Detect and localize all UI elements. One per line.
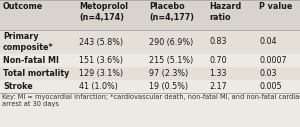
Bar bbox=[0, 93, 300, 127]
Text: Primary
composite*: Primary composite* bbox=[3, 32, 54, 52]
Text: 97 (2.3%): 97 (2.3%) bbox=[149, 69, 188, 78]
Text: 41 (1.0%): 41 (1.0%) bbox=[79, 82, 118, 91]
Text: 243 (5.8%): 243 (5.8%) bbox=[79, 37, 123, 46]
Text: 1.33: 1.33 bbox=[209, 69, 226, 78]
Text: 0.0007: 0.0007 bbox=[259, 56, 286, 65]
Text: 129 (3.1%): 129 (3.1%) bbox=[79, 69, 123, 78]
Text: Placebo
(n=4,177): Placebo (n=4,177) bbox=[149, 2, 194, 22]
Text: 151 (3.6%): 151 (3.6%) bbox=[79, 56, 123, 65]
Text: Total mortality: Total mortality bbox=[3, 69, 69, 78]
Text: 0.03: 0.03 bbox=[259, 69, 277, 78]
Text: 215 (5.1%): 215 (5.1%) bbox=[149, 56, 193, 65]
Text: 0.83: 0.83 bbox=[209, 37, 226, 46]
Text: Hazard
ratio: Hazard ratio bbox=[209, 2, 241, 22]
Bar bbox=[0, 67, 300, 80]
Text: Stroke: Stroke bbox=[3, 82, 33, 91]
Text: 0.70: 0.70 bbox=[209, 56, 226, 65]
Text: Metoprolol
(n=4,174): Metoprolol (n=4,174) bbox=[79, 2, 128, 22]
Text: 290 (6.9%): 290 (6.9%) bbox=[149, 37, 193, 46]
Bar bbox=[0, 0, 300, 30]
Text: 19 (0.5%): 19 (0.5%) bbox=[149, 82, 188, 91]
Text: P value: P value bbox=[259, 2, 292, 11]
Text: Non-fatal MI: Non-fatal MI bbox=[3, 56, 59, 65]
Bar bbox=[0, 30, 300, 54]
Bar bbox=[0, 80, 300, 93]
Text: 0.005: 0.005 bbox=[259, 82, 282, 91]
Text: Outcome: Outcome bbox=[3, 2, 43, 11]
Text: 2.17: 2.17 bbox=[209, 82, 227, 91]
Bar bbox=[0, 54, 300, 67]
Text: 0.04: 0.04 bbox=[259, 37, 277, 46]
Text: Key: MI = myocardial infarction; *cardiovascular death, non-fatal MI, and non-fa: Key: MI = myocardial infarction; *cardio… bbox=[2, 94, 300, 100]
Text: arrest at 30 days: arrest at 30 days bbox=[2, 101, 59, 107]
